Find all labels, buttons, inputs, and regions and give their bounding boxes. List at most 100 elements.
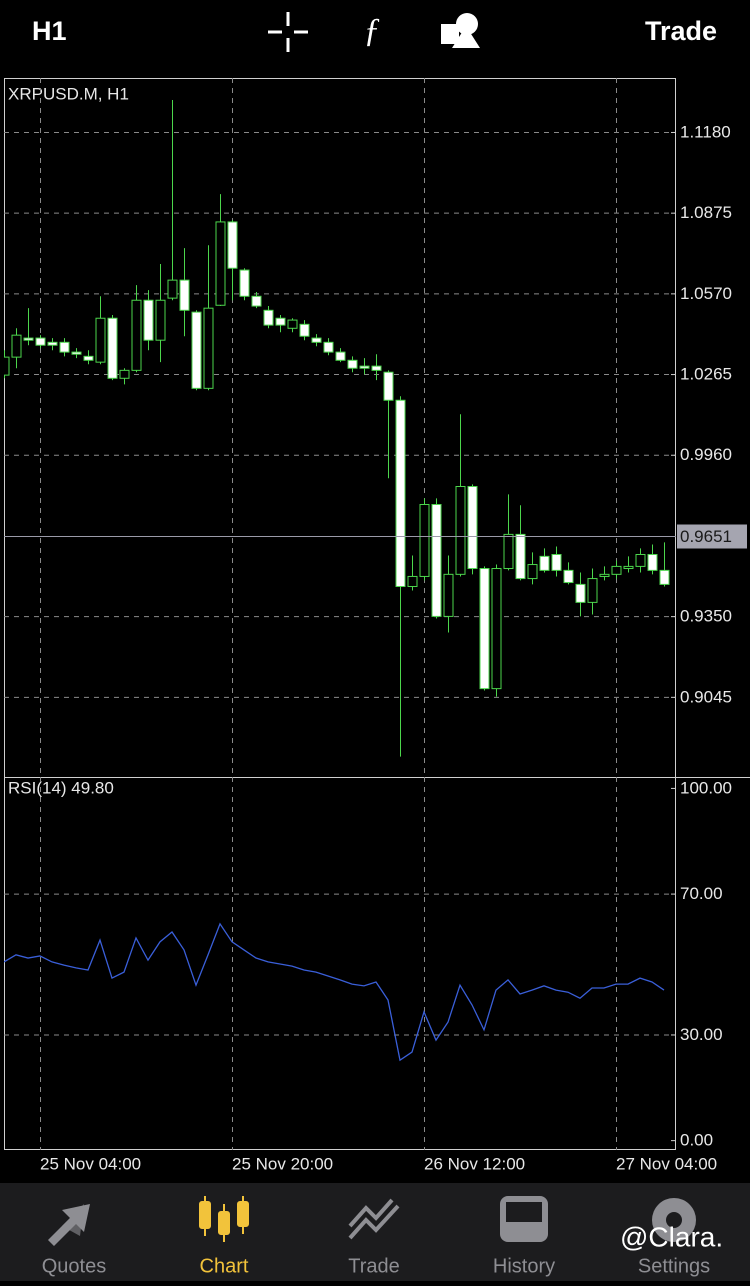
x-tick-label: 27 Nov 04:00 xyxy=(616,1154,717,1173)
timeframe-button[interactable]: H1 xyxy=(32,16,67,46)
candle-body xyxy=(659,569,670,585)
candle-body xyxy=(515,533,526,580)
candle-body xyxy=(299,323,310,337)
quotes-icon[interactable] xyxy=(48,1204,90,1246)
candle-body xyxy=(167,279,178,299)
y-tick-label: 0.9045 xyxy=(680,687,732,706)
candle-body xyxy=(335,351,346,361)
trade-icon[interactable] xyxy=(348,1198,400,1240)
candle-body xyxy=(455,485,466,575)
candle-body xyxy=(347,359,358,369)
candle-body xyxy=(467,485,478,570)
candle-body xyxy=(503,533,514,570)
settings-icon[interactable] xyxy=(652,1198,696,1242)
tab-label[interactable]: Trade xyxy=(348,1255,400,1277)
candle-body xyxy=(179,279,190,311)
x-tick-label: 26 Nov 12:00 xyxy=(424,1154,525,1173)
y-tick-label: 1.1180 xyxy=(680,122,731,141)
y-tick-label: 0.9350 xyxy=(680,607,732,626)
candle-body xyxy=(623,565,634,570)
y-tick-label: 30.00 xyxy=(680,1025,723,1044)
history-icon[interactable] xyxy=(500,1196,548,1242)
candle-body xyxy=(203,307,214,389)
candle-body xyxy=(95,317,106,363)
candle-body xyxy=(551,553,562,571)
tab-labels: Quotes Chart Trade History Settings xyxy=(42,1255,710,1277)
x-tick-label: 25 Nov 20:00 xyxy=(232,1154,333,1173)
candle-body xyxy=(407,575,418,588)
candle-body xyxy=(143,299,154,341)
chart-frame xyxy=(4,78,676,1150)
chart-title: XRPUSD.M, H1 xyxy=(8,84,129,103)
candle-body xyxy=(47,341,58,346)
candle-body xyxy=(107,317,118,379)
axes: 25 Nov 04:00 25 Nov 20:00 26 Nov 12:00 27 N… xyxy=(40,122,747,1173)
candle-body xyxy=(275,317,286,326)
candle-body xyxy=(83,355,94,361)
tab-label[interactable]: Quotes xyxy=(42,1255,106,1277)
crosshair-button[interactable] xyxy=(268,12,308,52)
y-tick-label: 1.0570 xyxy=(680,284,732,303)
objects-button[interactable] xyxy=(441,13,480,48)
candle-body xyxy=(59,341,70,353)
rsi-line xyxy=(4,922,665,1062)
candle-body xyxy=(419,503,430,577)
candle-body xyxy=(227,221,238,269)
candle-body xyxy=(239,269,250,297)
candle-body xyxy=(191,311,202,389)
rsi-pane xyxy=(4,777,676,1150)
y-tick-label: 1.0265 xyxy=(680,365,732,384)
candle-body xyxy=(647,553,658,571)
candle-body xyxy=(587,578,598,603)
tab-label[interactable]: History xyxy=(493,1255,555,1277)
candle-body xyxy=(23,337,34,341)
candle-body xyxy=(383,371,394,401)
candle-body xyxy=(611,565,622,575)
candle-body xyxy=(263,309,274,326)
y-tick-label: 70.00 xyxy=(680,884,723,903)
candle-body xyxy=(311,337,322,343)
candle-body xyxy=(371,365,382,371)
current-price-box xyxy=(677,524,747,549)
trade-button[interactable]: Trade xyxy=(645,16,717,46)
watermark: @Clara. xyxy=(620,1221,723,1252)
candle-body xyxy=(287,319,298,329)
y-tick-label: 1.0875 xyxy=(680,203,732,222)
candle-body xyxy=(539,555,550,571)
chart-icon[interactable] xyxy=(199,1196,249,1242)
candle-body xyxy=(491,568,502,690)
candle-body xyxy=(575,583,586,603)
y-tick-label: 0.00 xyxy=(680,1131,713,1150)
candle-body xyxy=(11,334,22,358)
candle-body xyxy=(431,503,442,617)
candle-body xyxy=(599,573,610,577)
candle-body xyxy=(359,365,370,369)
candle-body xyxy=(4,356,10,376)
y-tick-label: 0.9960 xyxy=(680,445,732,464)
candle-body xyxy=(635,553,646,567)
candle-body xyxy=(155,299,166,341)
candle-body xyxy=(323,341,334,353)
rsi-title: RSI(14) 49.80 xyxy=(8,778,114,797)
x-tick-label: 25 Nov 04:00 xyxy=(40,1154,141,1173)
candle-body xyxy=(131,299,142,371)
current-price-label: 0.9651 xyxy=(680,527,732,546)
candle-body xyxy=(251,295,262,307)
candle-body xyxy=(395,399,406,588)
candle-body xyxy=(443,573,454,617)
candle-body xyxy=(119,369,130,379)
candle-body xyxy=(563,569,574,584)
y-tick-label: 100.00 xyxy=(680,778,732,797)
tab-label[interactable]: Settings xyxy=(638,1255,710,1277)
candle-body xyxy=(215,221,226,306)
indicators-button[interactable]: ƒ xyxy=(364,12,381,49)
candle-body xyxy=(527,564,538,580)
candle-body xyxy=(35,337,46,346)
candle-body xyxy=(71,351,82,355)
price-pane xyxy=(4,78,676,777)
tab-label[interactable]: Chart xyxy=(200,1255,249,1277)
candle-body xyxy=(479,568,490,690)
